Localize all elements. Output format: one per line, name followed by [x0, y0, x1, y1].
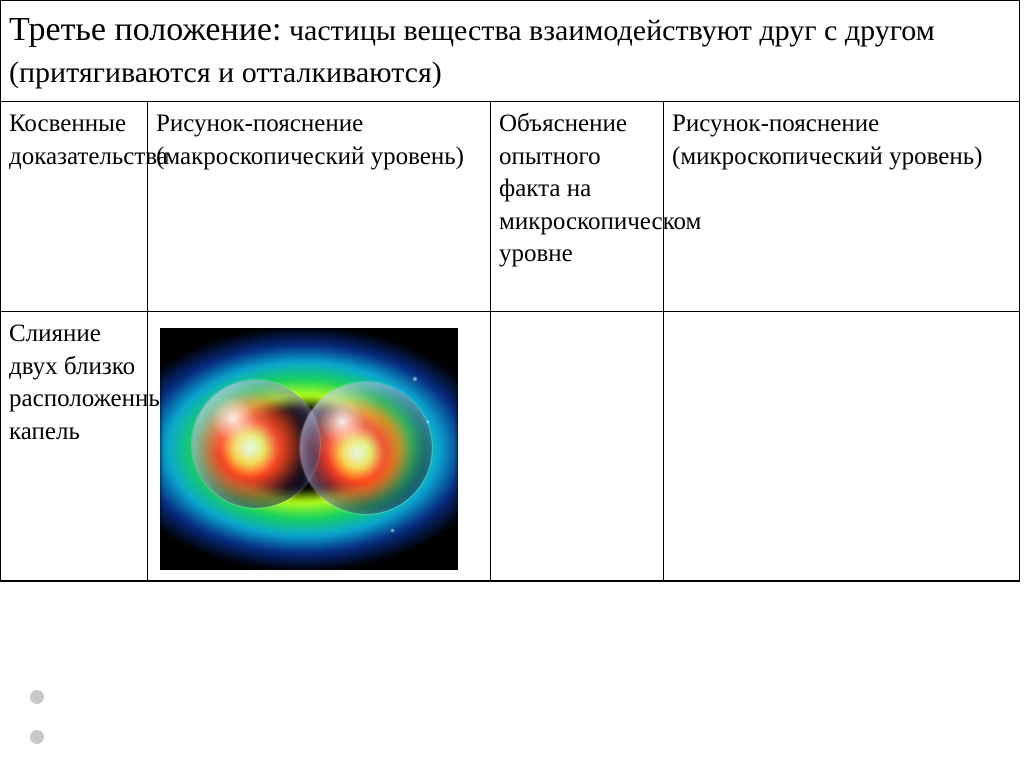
droplets-illustration: [160, 328, 458, 570]
table-grid: Косвенные доказательства Рисунок-пояснен…: [1, 102, 1019, 581]
content-table: Третье положение: частицы вещества взаим…: [0, 0, 1020, 582]
row1-col2: [148, 312, 491, 581]
nav-dot-prev[interactable]: [30, 690, 44, 704]
title-lead: Третье положение:: [9, 11, 281, 48]
header-col-3: Объяснение опытного факта на микроскопич…: [491, 102, 664, 312]
nav-dot-next[interactable]: [30, 730, 44, 744]
row1-col1: Слияние двух близко расположенных капель: [1, 312, 148, 581]
droplet-right: [300, 382, 432, 514]
header-col-4: Рисунок-пояснение (микроскопический уров…: [664, 102, 1019, 312]
row1-col3: [491, 312, 664, 581]
table-title-row: Третье положение: частицы вещества взаим…: [1, 1, 1019, 102]
slide-nav-dots: [30, 690, 44, 744]
header-col-1: Косвенные доказательства: [1, 102, 148, 312]
row1-col4: [664, 312, 1019, 581]
header-col-2: Рисунок-пояснение (макроскопический уров…: [148, 102, 491, 312]
